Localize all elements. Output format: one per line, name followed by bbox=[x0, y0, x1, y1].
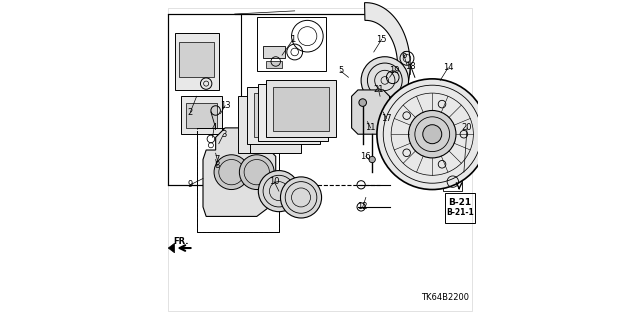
Bar bbox=[168, 14, 241, 185]
Text: 19: 19 bbox=[389, 66, 399, 76]
Text: 10: 10 bbox=[269, 177, 280, 186]
Text: 13: 13 bbox=[220, 101, 230, 110]
Text: 11: 11 bbox=[365, 123, 376, 132]
Polygon shape bbox=[273, 87, 330, 131]
Text: B-21: B-21 bbox=[448, 198, 471, 207]
Text: 3: 3 bbox=[221, 130, 226, 139]
Polygon shape bbox=[351, 90, 390, 134]
Text: 15: 15 bbox=[376, 35, 387, 44]
Circle shape bbox=[280, 177, 321, 218]
Bar bbox=[257, 17, 326, 71]
Text: 6: 6 bbox=[401, 51, 406, 60]
Text: 14: 14 bbox=[443, 63, 453, 72]
Text: 5: 5 bbox=[338, 66, 343, 76]
Bar bbox=[266, 62, 282, 68]
Polygon shape bbox=[247, 87, 320, 144]
Text: 18: 18 bbox=[405, 62, 415, 71]
Circle shape bbox=[369, 156, 375, 163]
Circle shape bbox=[214, 155, 249, 189]
Text: 9: 9 bbox=[188, 180, 193, 189]
Polygon shape bbox=[253, 93, 314, 137]
Polygon shape bbox=[365, 3, 410, 100]
Text: TK64B2200: TK64B2200 bbox=[420, 293, 468, 302]
Polygon shape bbox=[259, 84, 328, 141]
Polygon shape bbox=[179, 42, 214, 77]
Circle shape bbox=[361, 57, 408, 104]
Text: 16: 16 bbox=[360, 152, 371, 161]
Polygon shape bbox=[186, 103, 217, 128]
Circle shape bbox=[423, 125, 442, 144]
Text: B-21-1: B-21-1 bbox=[446, 208, 474, 217]
Text: 12: 12 bbox=[358, 203, 368, 211]
Polygon shape bbox=[203, 128, 276, 216]
Text: 8: 8 bbox=[214, 161, 220, 170]
Bar bbox=[444, 172, 462, 191]
Circle shape bbox=[359, 99, 367, 106]
Bar bbox=[263, 46, 285, 58]
Text: 7: 7 bbox=[214, 155, 220, 164]
Bar bbox=[196, 128, 279, 232]
Polygon shape bbox=[181, 96, 222, 134]
Text: 17: 17 bbox=[381, 114, 392, 123]
Text: 2: 2 bbox=[188, 108, 193, 116]
Circle shape bbox=[239, 155, 274, 189]
Bar bbox=[445, 193, 475, 223]
Polygon shape bbox=[238, 96, 294, 153]
Polygon shape bbox=[250, 96, 301, 153]
Text: FR.: FR. bbox=[173, 237, 189, 247]
Polygon shape bbox=[266, 80, 336, 137]
Circle shape bbox=[377, 79, 488, 189]
Text: 21: 21 bbox=[373, 85, 384, 94]
Bar bbox=[211, 117, 220, 122]
Text: 1: 1 bbox=[291, 35, 296, 44]
Circle shape bbox=[259, 171, 300, 212]
Circle shape bbox=[408, 110, 456, 158]
Polygon shape bbox=[175, 33, 219, 90]
Text: 4: 4 bbox=[211, 123, 217, 132]
Text: 20: 20 bbox=[462, 123, 472, 132]
Polygon shape bbox=[168, 243, 175, 253]
